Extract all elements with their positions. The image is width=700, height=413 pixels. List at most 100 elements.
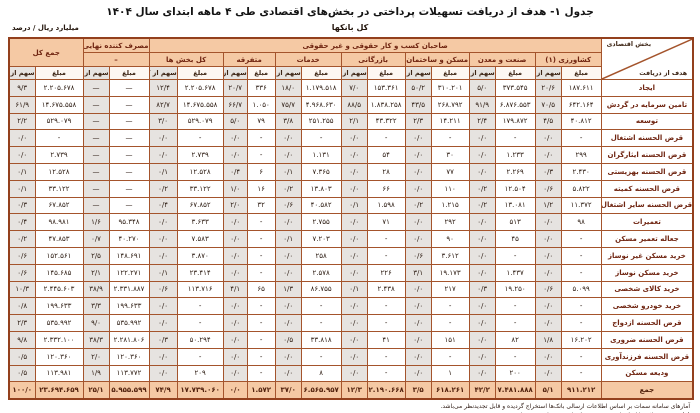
share-cell: ۰/۰ <box>534 230 562 248</box>
share-cell: ۰/۰ <box>148 213 178 232</box>
amount-cell: ۲۲۶ <box>366 263 406 282</box>
share-cell: ۰/۰ <box>340 146 368 164</box>
corner-header: بخش اقتصادی هدف از دریافت <box>600 37 694 80</box>
share-cell: ۰/۰ <box>274 129 302 148</box>
amount-cell: - <box>176 347 224 366</box>
amount-cell: ۲.۷۳۹ <box>34 146 84 164</box>
amount-cell: ۲.۷۳۹ <box>176 146 224 164</box>
amount-cell: ۱۹.۲۵۰ <box>494 280 536 299</box>
share-header: سهم از کل <box>340 66 368 80</box>
amount-cell: - <box>246 364 276 383</box>
amount-cell: - <box>560 347 602 366</box>
amount-cell: ۹۱۱.۲۱۲ <box>560 381 602 400</box>
owners-band-header: صاحبان کسب و کار حقوقی و غیر حقوقی <box>148 37 602 53</box>
amount-cell: - <box>366 314 406 332</box>
amount-cell: ۱.۵۹۸ <box>366 196 406 215</box>
share-cell: ۵/۱ <box>534 381 562 400</box>
amount-cell: - <box>494 129 536 148</box>
share-cell: ۰/۰ <box>468 213 496 232</box>
share-cell: ۰/۰ <box>404 230 432 248</box>
amount-cell: ۲.۳۳۲.۱۰۰ <box>34 330 84 349</box>
share-cell: ۰/۰ <box>534 263 562 282</box>
share-cell: ۲۰/۷ <box>222 79 248 97</box>
amount-cell: ۲۳.۴۱۴ <box>176 263 224 282</box>
amount-cell: ۱.۲۳۳ <box>494 146 536 164</box>
amount-header: مبلغ <box>108 66 150 80</box>
footnote-1: (۱) عمده تسهیلات بانک کشاورزی در بخش کشا… <box>8 412 690 413</box>
amount-cell: ۱۴.۶۷۵.۵۵۸ <box>176 95 224 114</box>
share-cell: ۰/۰ <box>8 146 36 164</box>
share-cell: ۰/۵ <box>8 347 36 366</box>
group-header-5: متفرقه <box>222 52 276 67</box>
share-cell: ۴۲/۲ <box>468 381 496 400</box>
amount-cell: ۱۴۸.۶۹۱ <box>108 246 150 265</box>
share-cell: ۳/۸ <box>274 112 302 131</box>
amount-cell: ۱۶ <box>246 179 276 198</box>
amount-cell: - <box>366 297 406 316</box>
share-cell: ۳/۵ <box>404 381 432 400</box>
share-cell: — <box>82 196 110 215</box>
share-cell: ۰/۵ <box>274 330 302 349</box>
corner-columns-label: بخش اقتصادی <box>606 41 652 48</box>
amount-cell: ۱۱۳.۷۷۲ <box>108 364 150 383</box>
amount-cell: ۱.۴۳۷ <box>494 263 536 282</box>
group-header-2: مسکن و ساختمان <box>404 52 470 67</box>
table-row: جعاله تعمیر مسکن -۰/۰ ۴۵ ۰/۰ ۹۰ ۰/۰-۰/۰ ۷.۲۰۳ ۰… <box>8 230 694 248</box>
amount-cell: ۴۰.۵۸۲ <box>300 196 342 215</box>
amount-cell: ۱.۸۳۸.۲۵۸ <box>366 95 406 114</box>
share-cell: ۰/۷ <box>82 230 110 248</box>
share-cell: ۰/۰ <box>274 246 302 265</box>
share-cell: ۰/۰ <box>274 347 302 366</box>
amount-cell: — <box>108 95 150 114</box>
share-header: سهم از کل <box>222 66 248 80</box>
share-cell: ۸۲/۷ <box>148 95 178 114</box>
share-cell: ۰/۸ <box>8 297 36 316</box>
amount-cell: - <box>246 230 276 248</box>
amount-cell: ۱۲.۵۰۴ <box>494 179 536 198</box>
share-cell: ۰/۶ <box>534 280 562 299</box>
share-cell: ۴۳/۵ <box>404 95 432 114</box>
share-cell: ۰/۰ <box>534 347 562 366</box>
share-cell: ۰/۰ <box>340 297 368 316</box>
share-cell: ۱/۲ <box>534 196 562 215</box>
amount-cell: - <box>366 246 406 265</box>
amount-cell: — <box>108 179 150 198</box>
amount-cell: ۷.۵۸۳ <box>176 230 224 248</box>
share-cell: ۰/۰ <box>148 129 178 148</box>
amount-cell: ۴۱ <box>366 330 406 349</box>
amount-cell: ۳.۶۱۲ <box>430 246 470 265</box>
share-cell: ۰/۰ <box>222 146 248 164</box>
row-label: قرض الحسنه ضروری <box>600 330 694 349</box>
amount-cell: ۳۰ <box>430 146 470 164</box>
share-cell: ۰/۰ <box>534 297 562 316</box>
table-row: قرض الحسنه ایثارگران ۲۹۹ ۰/۰ ۱.۲۳۳ ۰/۰ ۳۰ ۰/۰ ۵… <box>8 146 694 164</box>
amount-cell: - <box>246 146 276 164</box>
amount-cell: - <box>560 297 602 316</box>
group-header-6: کل بخش ها <box>148 52 224 67</box>
group-header-4: خدمات <box>274 52 342 67</box>
share-cell: ۰/۰ <box>222 246 248 265</box>
share-cell: ۸۸/۵ <box>340 95 368 114</box>
share-cell: ۰/۰ <box>340 364 368 383</box>
share-cell: ۰/۰ <box>468 129 496 148</box>
row-label: قرض الحسنه کمیته <box>600 179 694 198</box>
share-cell: ۰/۰ <box>468 347 496 366</box>
amount-cell: ۱.۱۷۹.۵۱۸ <box>300 79 342 97</box>
amount-cell: ۱۴.۲۱۱ <box>430 112 470 131</box>
amount-cell: ۳۳.۱۲۲ <box>34 179 84 198</box>
amount-header: مبلغ <box>494 66 536 80</box>
amount-cell: ۱۱۳.۹۸۱ <box>34 364 84 383</box>
share-cell: ۰/۰ <box>534 146 562 164</box>
share-cell: ۰/۰ <box>222 364 248 383</box>
amount-cell: - <box>494 297 536 316</box>
amount-cell: - <box>560 263 602 282</box>
share-header: سهم از کل <box>404 66 432 80</box>
amount-cell: - <box>246 347 276 366</box>
amount-cell: ۴۵ <box>494 230 536 248</box>
amount-cell: ۹۰ <box>430 230 470 248</box>
amount-cell: ۷.۲۰۳ <box>300 230 342 248</box>
amount-cell: - <box>34 129 84 148</box>
share-cell: ۰/۰ <box>468 330 496 349</box>
share-cell: ۰/۶ <box>8 246 36 265</box>
amount-cell: — <box>108 129 150 148</box>
